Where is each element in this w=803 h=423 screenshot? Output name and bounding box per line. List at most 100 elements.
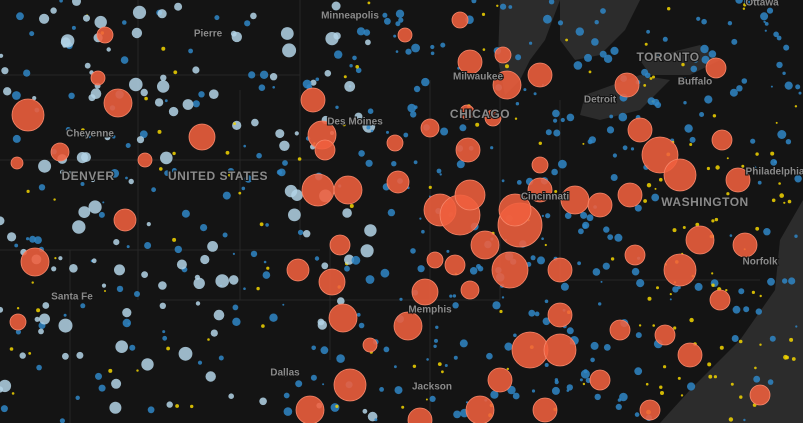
dot [0, 53, 4, 58]
dot [354, 112, 363, 121]
dot [419, 217, 422, 220]
dot [725, 289, 728, 292]
dot [139, 130, 148, 139]
bubble [286, 258, 310, 282]
dot [755, 308, 762, 315]
bubble [314, 139, 336, 161]
dot [141, 271, 149, 278]
dot [771, 198, 776, 203]
dot [81, 128, 85, 133]
dot [349, 63, 353, 68]
dot [344, 265, 350, 272]
bubble [732, 232, 758, 258]
bubble [531, 156, 549, 174]
dot [322, 383, 325, 386]
dot [472, 73, 476, 77]
dot [506, 367, 509, 371]
dot [159, 302, 166, 309]
dot [719, 345, 724, 350]
dot [98, 384, 106, 392]
dot [634, 367, 643, 376]
dot [16, 307, 20, 310]
dot [335, 404, 339, 408]
dot [63, 313, 67, 317]
dot [434, 338, 438, 343]
bubble [547, 257, 573, 283]
dot [660, 391, 664, 395]
dot [636, 279, 645, 288]
dot [277, 168, 286, 177]
dot [166, 401, 173, 408]
dot [58, 256, 63, 261]
dot [265, 223, 269, 227]
dot [355, 67, 362, 74]
dot [269, 313, 278, 322]
dot [560, 282, 569, 291]
dot [726, 157, 729, 160]
dot [60, 169, 65, 175]
dot [379, 387, 384, 392]
dot [647, 296, 652, 301]
dot [126, 245, 130, 249]
bubble [543, 333, 577, 367]
dot [784, 81, 793, 90]
dot [31, 281, 34, 284]
dot [76, 351, 84, 359]
bubble [457, 49, 483, 75]
dot [192, 66, 200, 74]
dot [530, 255, 536, 261]
dot [594, 20, 599, 25]
dot [634, 204, 642, 212]
dot [3, 87, 12, 96]
dot [0, 216, 5, 226]
dot [575, 27, 584, 36]
dot [366, 125, 371, 130]
dot [712, 114, 717, 118]
dot [677, 376, 681, 380]
bubble [397, 27, 413, 43]
dot [687, 382, 696, 391]
dot [764, 29, 767, 32]
dot [172, 151, 176, 156]
dot [358, 150, 365, 157]
dot [110, 169, 120, 178]
dot [794, 105, 798, 108]
dot [386, 130, 389, 134]
dot [644, 42, 648, 46]
dot [387, 208, 396, 217]
dot [508, 5, 513, 9]
dot [795, 84, 801, 90]
dot [551, 168, 558, 176]
dot [42, 302, 50, 309]
dot [157, 80, 170, 93]
bubble [9, 313, 27, 331]
dot [250, 250, 258, 258]
dot [407, 103, 417, 113]
dot [125, 176, 128, 180]
dot [643, 199, 647, 203]
dot [182, 99, 194, 110]
dot [263, 260, 267, 264]
dot [741, 164, 745, 168]
dot [588, 70, 592, 74]
dot [544, 243, 547, 247]
dot [399, 297, 403, 301]
dot [782, 173, 785, 176]
dot [104, 290, 106, 292]
dot [565, 38, 568, 42]
dot [552, 109, 560, 118]
dot [227, 168, 235, 175]
dot [700, 44, 709, 54]
bubble [460, 280, 480, 300]
dot [232, 252, 235, 255]
dot [401, 405, 405, 409]
place-label: Cincinnati [521, 192, 570, 203]
dot [783, 44, 790, 51]
dot [365, 159, 373, 167]
dot [164, 170, 171, 177]
dot [544, 299, 549, 304]
dot [343, 75, 347, 79]
dot [174, 2, 183, 11]
dot [545, 213, 551, 219]
